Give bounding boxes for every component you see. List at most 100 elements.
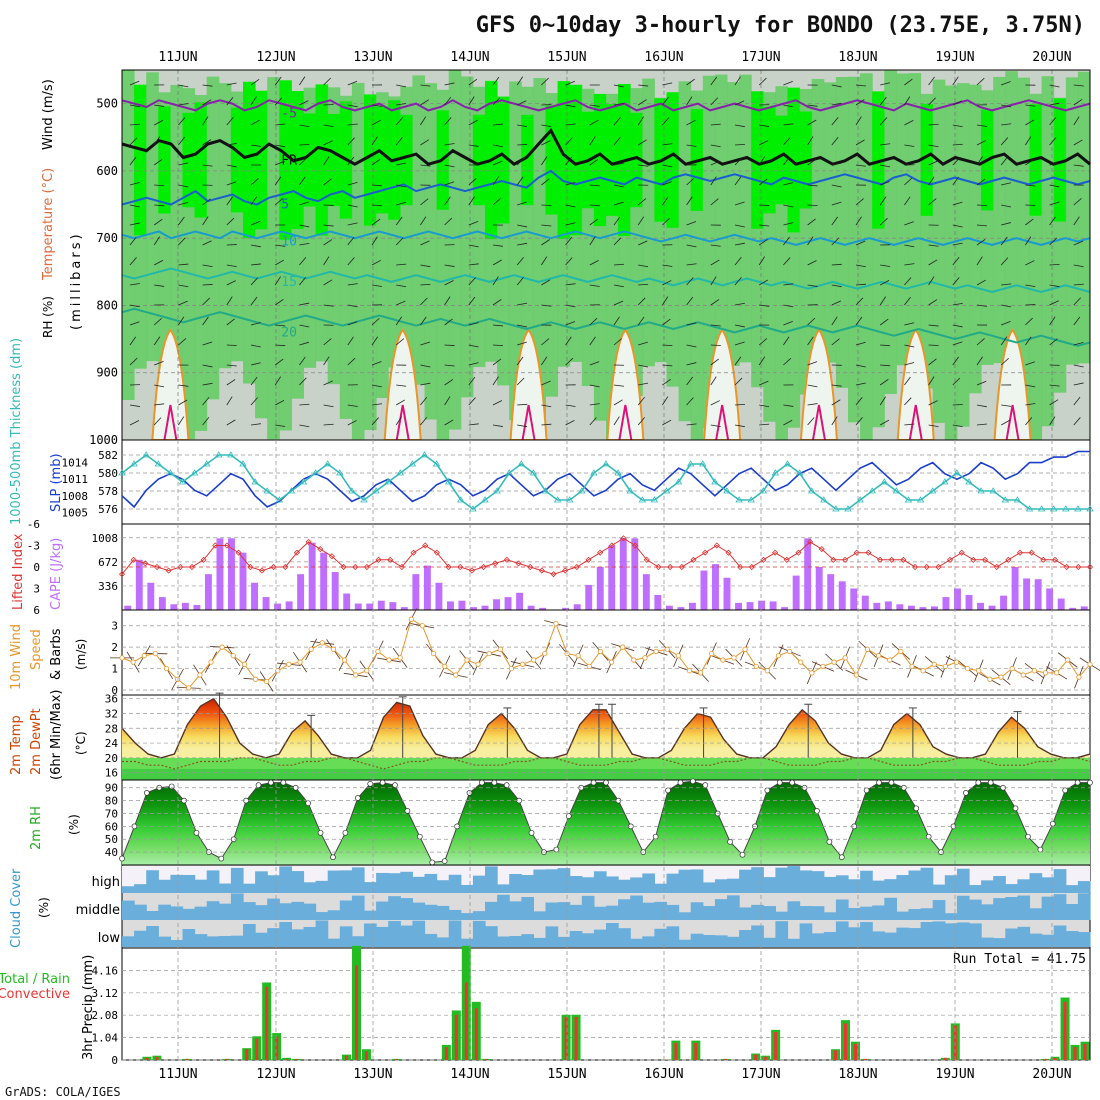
rh-fill-mid [956, 83, 970, 427]
thickness-marker [481, 496, 489, 503]
precip-conv-bar [853, 1043, 857, 1060]
wind-barb [855, 139, 865, 146]
wind-barb [855, 216, 862, 226]
wind-barb [250, 244, 261, 248]
cloud-bar [206, 901, 220, 920]
date-label-bottom: 12JUN [256, 1067, 295, 1082]
rh-fill-bright [775, 115, 788, 205]
thickness-marker [384, 478, 392, 485]
cloud-bar [521, 934, 534, 947]
wind-barb [129, 321, 140, 326]
cloud-bar [811, 933, 825, 947]
thickness-marker [517, 460, 526, 467]
cloud-bar [230, 867, 244, 893]
wind-barb [1001, 182, 1012, 186]
wind-barb [420, 264, 431, 268]
wind-barb [154, 361, 164, 366]
wind-barb [928, 259, 938, 266]
cloud-bar [485, 926, 498, 947]
wind-barb [734, 157, 743, 166]
wind-barb [396, 300, 406, 306]
rh-fill-bright [243, 81, 256, 239]
wind-marker [197, 672, 203, 678]
wind-barb [250, 220, 261, 226]
cloud-bar [533, 869, 547, 893]
cape-bar [769, 601, 777, 610]
wind-marker [764, 668, 770, 674]
wind-barb [638, 341, 648, 346]
wind-barb [371, 336, 379, 346]
cloud-bar [472, 875, 486, 893]
rh-marker [963, 790, 969, 796]
thickness-marker [202, 460, 211, 467]
wind-barb [492, 358, 502, 366]
cloud-bar [896, 927, 910, 947]
cape-bar [1080, 606, 1088, 610]
footer-credit: GrADS: COLA/IGES [5, 1085, 121, 1099]
rh-marker [1037, 846, 1044, 853]
wind-barb [516, 277, 524, 286]
wind-barb [396, 103, 407, 106]
thickness-tick: 576 [98, 503, 118, 516]
cloud-panel: Cloud Cover (%) high middle low [9, 864, 1091, 949]
precip-conv-bar [1073, 1047, 1077, 1060]
li-marker [422, 542, 429, 549]
wind-barb [1025, 361, 1035, 366]
wind-marker [953, 659, 960, 665]
rh-fill-mid [412, 75, 425, 385]
wind-barb [323, 156, 330, 166]
precip-conv-bar [754, 1054, 758, 1060]
wind-barb [371, 317, 380, 326]
rh-marker [565, 813, 572, 819]
li-marker [911, 563, 919, 571]
wind-barb [129, 181, 140, 186]
dry-blob [703, 328, 742, 441]
cloud-bar [545, 926, 559, 947]
wind-barb [855, 316, 863, 326]
pressure-tick: 800 [96, 298, 118, 312]
wind-marker [831, 659, 837, 665]
wind-marker [631, 657, 637, 663]
wind-barb [710, 358, 719, 366]
wind-barb [153, 136, 160, 146]
cloud-bar [255, 871, 268, 893]
cloud-bar [194, 934, 208, 947]
rh-marker [193, 829, 200, 836]
cloud-bar [666, 926, 680, 947]
rh-fill-bright [545, 105, 559, 215]
wind-barb [1001, 81, 1011, 86]
wind-barb [710, 424, 721, 427]
precip-conv-bar [724, 1058, 728, 1060]
thickness-marker [372, 487, 380, 494]
wind-barb [1025, 236, 1032, 246]
wind-barb [1025, 104, 1036, 107]
wind-barb [1049, 102, 1060, 106]
cloud-bar [993, 876, 1006, 893]
cloud-bar [448, 874, 462, 893]
wind-barb [323, 356, 330, 366]
cloud-bar [412, 902, 426, 920]
cape-bar [942, 597, 950, 610]
wind-barb [758, 356, 766, 366]
thickness-marker [602, 460, 610, 467]
wind-barb [371, 403, 382, 406]
wind-barb [153, 158, 163, 166]
cloud-bar [630, 938, 643, 947]
wind-barb [468, 322, 479, 326]
cloud-bar [509, 936, 522, 947]
wind-barb [274, 376, 281, 386]
wind-barb [1001, 419, 1011, 426]
cloud-bar [908, 870, 922, 893]
wind-barb [1073, 382, 1084, 386]
wind-barb [565, 104, 576, 108]
wind-barb [468, 423, 479, 426]
cape-bar [665, 605, 673, 610]
wind-barb [831, 201, 842, 206]
rh-marker [429, 859, 436, 866]
wind-barb [492, 97, 501, 106]
date-label-top: 13JUN [353, 50, 392, 65]
wind-barb [928, 299, 938, 306]
wind-marker [809, 670, 815, 676]
li-marker [900, 556, 907, 563]
precip-conv-bar [844, 1023, 848, 1060]
